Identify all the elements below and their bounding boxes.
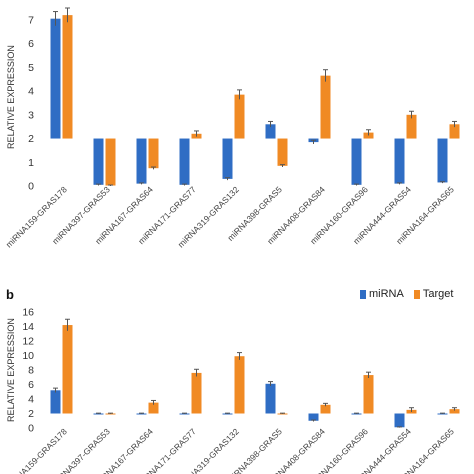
bar-mirna: [308, 413, 319, 421]
panel-b-letter: b: [6, 287, 14, 302]
y-tick-label: 10: [22, 350, 34, 362]
y-tick-label: 16: [22, 307, 34, 319]
panel-a-chart: RELATIVE EXPRESSION01234567miRNA159-GRAS…: [4, 7, 460, 250]
y-tick-label: 8: [28, 365, 34, 377]
bar-target: [191, 372, 202, 414]
y-tick-label: 1: [28, 157, 34, 169]
y-tick-label: 3: [28, 109, 34, 121]
bar-target: [105, 413, 116, 415]
y-tick-label: 6: [28, 38, 34, 50]
bar-mirna: [93, 413, 104, 415]
bar-mirna: [394, 138, 405, 184]
bar-mirna: [265, 383, 276, 414]
y-tick-label: 4: [28, 86, 34, 98]
bar-mirna: [136, 413, 147, 415]
bar-mirna: [50, 390, 61, 414]
y-tick-label: 2: [28, 408, 34, 420]
y-axis-label: RELATIVE EXPRESSION: [6, 318, 16, 422]
x-category-label: miRNA159-GRAS178: [4, 426, 69, 474]
y-axis-label: RELATIVE EXPRESSION: [6, 45, 16, 149]
bar-mirna: [394, 413, 405, 428]
bar-mirna: [222, 138, 233, 179]
y-tick-label: 2: [28, 133, 34, 145]
legend-swatch-target: [413, 289, 420, 299]
legend-label-mirna: miRNA: [369, 288, 404, 300]
bar-target: [449, 409, 460, 414]
bar-target: [277, 413, 288, 415]
bar-target: [320, 404, 331, 414]
bar-mirna: [351, 138, 362, 185]
bar-target: [449, 124, 460, 139]
bar-mirna: [437, 138, 448, 183]
bar-target: [234, 94, 245, 139]
y-tick-label: 6: [28, 379, 34, 391]
legend-label-target: Target: [422, 288, 454, 300]
bar-mirna: [50, 18, 61, 139]
y-tick-label: 12: [22, 336, 34, 348]
bar-target: [363, 132, 374, 139]
bar-mirna: [437, 413, 448, 415]
bar-mirna: [93, 138, 104, 185]
bar-target: [148, 402, 159, 414]
bar-target: [234, 356, 245, 414]
bar-mirna: [136, 138, 147, 184]
bar-target: [148, 138, 159, 169]
bar-target: [320, 75, 331, 139]
bar-mirna: [351, 413, 362, 415]
bar-target: [62, 15, 73, 139]
legend-swatch-mirna: [360, 289, 366, 299]
legend: miRNA Target: [360, 288, 463, 300]
y-tick-label: 0: [28, 423, 34, 435]
bar-mirna: [265, 124, 276, 139]
bar-mirna: [222, 413, 233, 415]
bar-target: [62, 325, 73, 414]
legend-item-target: Target: [413, 288, 454, 300]
bar-target: [363, 375, 374, 414]
bar-mirna: [179, 138, 190, 185]
bar-target: [105, 138, 116, 186]
bar-mirna: [179, 413, 190, 415]
bar-target: [406, 114, 417, 139]
legend-item-mirna: miRNA: [360, 288, 404, 300]
y-tick-label: 0: [28, 181, 34, 193]
y-tick-label: 7: [28, 14, 34, 26]
bar-target: [277, 138, 288, 166]
y-tick-label: 4: [28, 394, 34, 406]
y-tick-label: 14: [22, 321, 34, 333]
panel-b-chart: RELATIVE EXPRESSION 0 2 4 6 8 10 12 14 16 miRNA159…: [4, 307, 460, 474]
y-tick-label: 5: [28, 62, 34, 74]
